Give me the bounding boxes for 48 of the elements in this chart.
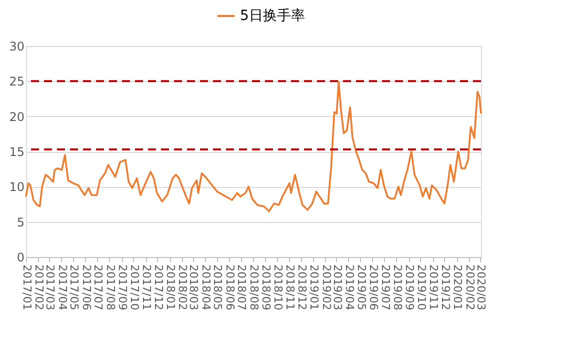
y-tick-label: 10 [9, 180, 24, 194]
y-tick-label: 25 [9, 74, 24, 89]
legend-label: 5日换手率 [240, 8, 305, 24]
x-tick-label: 2018/08 [247, 264, 260, 310]
x-tick-label: 2018/02 [176, 264, 190, 310]
x-tick-label: 2020/01 [451, 264, 464, 310]
x-tick-label: 2019/09 [403, 264, 416, 310]
x-tick-label: 2017/04 [56, 264, 69, 310]
y-tick-label: 20 [9, 110, 24, 124]
x-tick-label: 2019/01 [308, 264, 321, 310]
x-tick-label: 2019/05 [354, 264, 368, 310]
x-tick-label: 2017/12 [152, 264, 165, 310]
x-tick-label: 2020/02 [463, 264, 476, 310]
x-tick-label: 2017/11 [140, 264, 154, 310]
x-tick-label: 2017/03 [44, 264, 57, 310]
x-tick-label: 2018/01 [164, 264, 178, 310]
x-tick-label: 2019/07 [378, 264, 392, 310]
x-tick-label: 2018/07 [235, 264, 248, 310]
x-tick-label: 2018/12 [295, 264, 308, 310]
x-tick-label: 2019/12 [438, 264, 452, 310]
x-tick-label: 2019/04 [342, 264, 356, 310]
x-tick-label: 2017/01 [20, 264, 34, 310]
x-tick-label: 2018/05 [211, 264, 224, 310]
y-tick-label: 30 [9, 40, 24, 54]
x-tick-label: 2019/11 [427, 264, 440, 310]
x-tick-label: 2017/06 [80, 264, 93, 310]
x-tick-label: 2019/10 [414, 264, 428, 310]
x-tick-label: 2020/03 [474, 264, 488, 310]
x-tick-label: 2017/10 [128, 264, 141, 310]
line-series [25, 80, 482, 212]
x-tick-label: 2018/03 [187, 264, 200, 310]
y-tick-label: 5 [16, 215, 24, 230]
x-tick-label: 2017/08 [104, 264, 117, 310]
x-tick-label: 2018/10 [271, 264, 284, 310]
y-tick-label: 15 [9, 145, 24, 159]
y-tick-label: 0 [16, 250, 24, 264]
x-tick-label: 2018/06 [223, 264, 236, 310]
x-tick-label: 2017/02 [32, 264, 46, 310]
x-tick-label: 2017/09 [116, 264, 130, 310]
x-tick-label: 2017/07 [92, 264, 105, 310]
x-tick-label: 2019/06 [366, 264, 380, 310]
x-tick-label: 2019/02 [320, 264, 333, 310]
x-tick-label: 2018/11 [284, 264, 297, 310]
x-tick-label: 2019/08 [390, 264, 404, 310]
x-tick-label: 2018/04 [199, 264, 212, 310]
x-tick-label: 2019/03 [330, 264, 344, 310]
x-tick-label: 2017/05 [68, 264, 81, 310]
x-tick-label: 2018/09 [260, 264, 273, 310]
